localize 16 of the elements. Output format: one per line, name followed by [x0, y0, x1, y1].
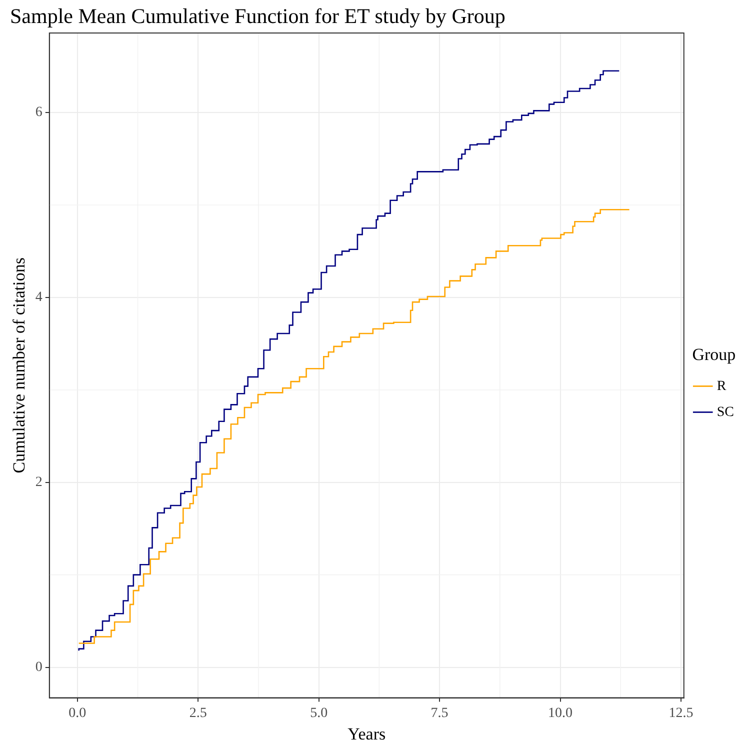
y-tick-label: 2 — [35, 475, 42, 490]
legend-label: SC — [716, 404, 734, 420]
x-tick-label: 2.5 — [189, 706, 207, 721]
x-tick-label: 10.0 — [548, 706, 573, 721]
x-tick-label: 0.0 — [68, 706, 86, 721]
y-tick-label: 0 — [35, 660, 42, 675]
legend-label: R — [716, 378, 727, 394]
legend-title: Group — [692, 344, 736, 364]
x-axis-title: Years — [348, 724, 386, 744]
y-axis-title: Cumulative number of citations — [10, 258, 29, 474]
y-tick-label: 6 — [35, 105, 42, 120]
chart-title: Sample Mean Cumulative Function for ET study by Group — [10, 4, 506, 29]
x-tick-label: 12.5 — [668, 706, 694, 721]
x-tick-label: 5.0 — [310, 706, 328, 721]
x-tick-label: 7.5 — [430, 706, 448, 721]
y-tick-label: 4 — [35, 290, 42, 306]
